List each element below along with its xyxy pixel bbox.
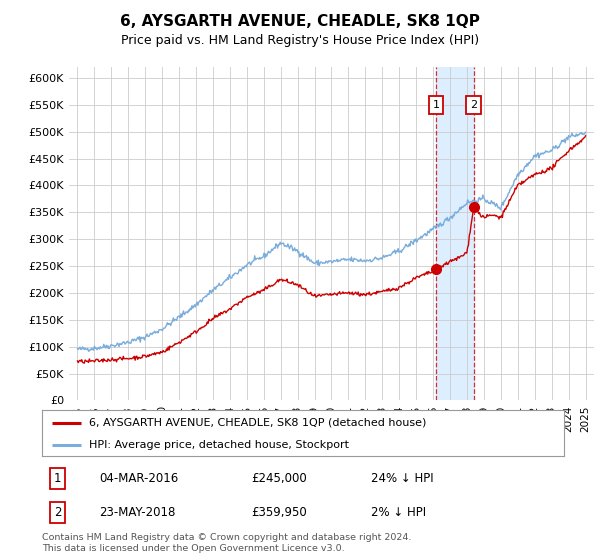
Text: 2: 2 — [470, 100, 477, 110]
Text: 1: 1 — [433, 100, 439, 110]
Text: 23-MAY-2018: 23-MAY-2018 — [100, 506, 176, 519]
Text: 2: 2 — [54, 506, 61, 519]
Text: 04-MAR-2016: 04-MAR-2016 — [100, 472, 179, 485]
Text: 6, AYSGARTH AVENUE, CHEADLE, SK8 1QP (detached house): 6, AYSGARTH AVENUE, CHEADLE, SK8 1QP (de… — [89, 418, 427, 428]
Bar — [436, 67, 473, 400]
Text: 2% ↓ HPI: 2% ↓ HPI — [371, 506, 426, 519]
Text: 24% ↓ HPI: 24% ↓ HPI — [371, 472, 433, 485]
Text: HPI: Average price, detached house, Stockport: HPI: Average price, detached house, Stoc… — [89, 440, 349, 450]
Text: 1: 1 — [54, 472, 61, 485]
Text: 6, AYSGARTH AVENUE, CHEADLE, SK8 1QP: 6, AYSGARTH AVENUE, CHEADLE, SK8 1QP — [120, 14, 480, 29]
Text: £359,950: £359,950 — [251, 506, 307, 519]
Text: Price paid vs. HM Land Registry's House Price Index (HPI): Price paid vs. HM Land Registry's House … — [121, 34, 479, 46]
Text: £245,000: £245,000 — [251, 472, 307, 485]
Text: Contains HM Land Registry data © Crown copyright and database right 2024.
This d: Contains HM Land Registry data © Crown c… — [42, 533, 412, 553]
